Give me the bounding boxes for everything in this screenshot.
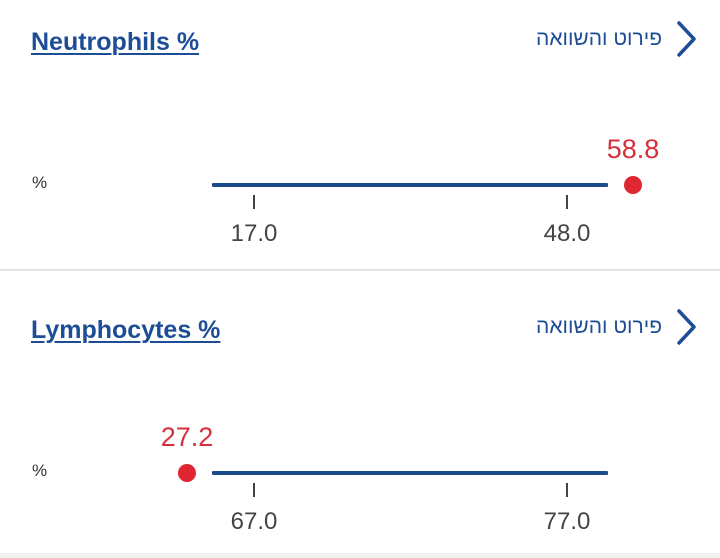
details-compare-link[interactable]: פירוט והשוואה bbox=[536, 20, 698, 58]
result-value-label: 58.8 bbox=[606, 134, 660, 164]
unit-label: % bbox=[32, 461, 48, 480]
range-high-label: 77.0 bbox=[543, 508, 591, 535]
reference-range-bar bbox=[212, 183, 608, 187]
chevron-right-icon bbox=[677, 309, 696, 345]
range-low-label: 17.0 bbox=[230, 220, 278, 247]
result-value-marker bbox=[178, 464, 196, 482]
card-divider bbox=[0, 269, 720, 271]
test-title-link[interactable]: Neutrophils % bbox=[31, 28, 200, 56]
details-compare-link[interactable]: פירוט והשוואה bbox=[536, 308, 698, 346]
reference-range-bar bbox=[212, 471, 608, 475]
range-low-label: 67.0 bbox=[230, 508, 278, 535]
details-compare-label: פירוט והשוואה bbox=[536, 315, 662, 338]
test-result-card-neutrophils: Neutrophils % פירוט והשוואה % 17.0 48.0 … bbox=[0, 0, 720, 270]
range-high-tick bbox=[566, 195, 568, 209]
unit-label: % bbox=[32, 173, 48, 192]
result-value-marker bbox=[624, 176, 642, 194]
chevron-right-icon bbox=[677, 21, 696, 57]
range-high-label: 48.0 bbox=[543, 220, 591, 247]
bottom-edge bbox=[0, 553, 720, 558]
details-compare-label: פירוט והשוואה bbox=[536, 27, 662, 50]
range-low-tick bbox=[253, 195, 255, 209]
test-result-card-lymphocytes: Lymphocytes % פירוט והשוואה % 67.0 77.0 … bbox=[0, 272, 720, 552]
result-value-label: 27.2 bbox=[160, 422, 214, 452]
test-title-link[interactable]: Lymphocytes % bbox=[31, 316, 221, 344]
range-high-tick bbox=[566, 483, 568, 497]
range-low-tick bbox=[253, 483, 255, 497]
